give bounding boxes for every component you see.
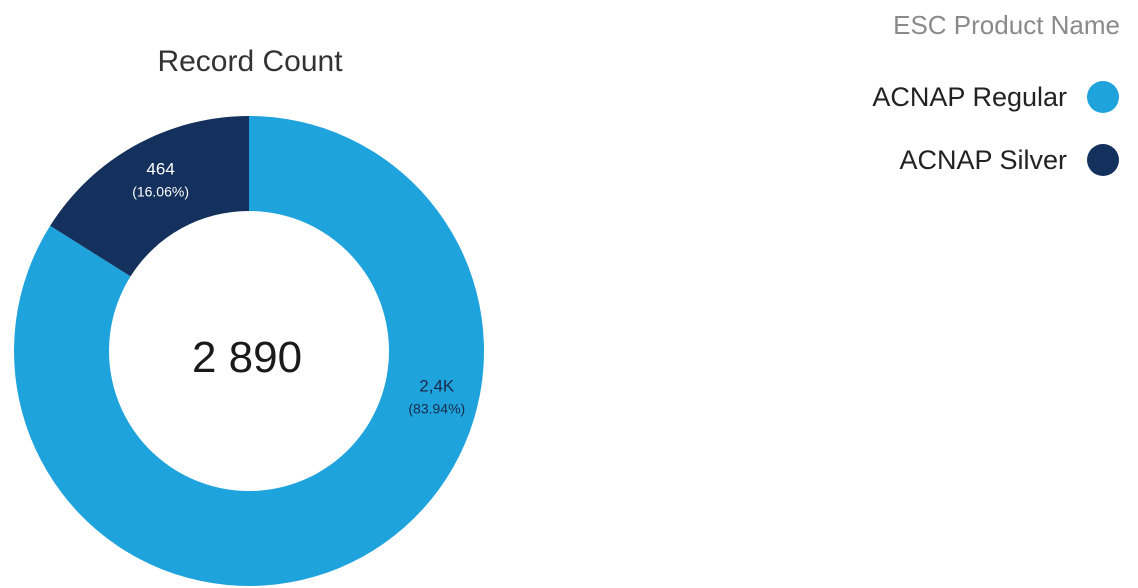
slice-percent-label: (16.06%): [132, 183, 189, 199]
center-total-label: 2 890: [192, 333, 302, 382]
slice-value-label: 464: [146, 159, 174, 178]
legend-title: ESC Product Name: [893, 10, 1120, 40]
slice-percent-label: (83.94%): [408, 401, 465, 417]
donut-slices: [13, 116, 484, 587]
slice-data-labels: 2,4K (83.94%) 464 (16.06%): [132, 159, 465, 416]
legend-label: ACNAP Regular: [872, 82, 1067, 112]
legend-item-acnap-silver[interactable]: ACNAP Silver: [899, 144, 1119, 176]
legend-swatch: [1087, 81, 1119, 113]
chart-title: Record Count: [157, 45, 343, 78]
legend: ACNAP Regular ACNAP Silver: [872, 81, 1119, 176]
legend-item-acnap-regular[interactable]: ACNAP Regular: [872, 81, 1119, 113]
slice-acnap-silver[interactable]: [50, 116, 249, 277]
slice-acnap-regular[interactable]: [13, 116, 484, 587]
slice-value-label: 2,4K: [419, 377, 455, 396]
legend-swatch: [1087, 144, 1119, 176]
legend-label: ACNAP Silver: [899, 145, 1067, 175]
